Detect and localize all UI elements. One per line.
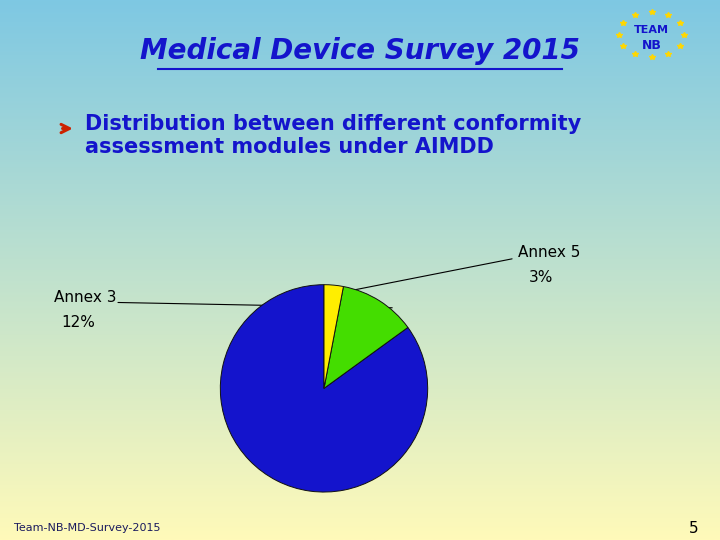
Text: 3%: 3% bbox=[529, 270, 554, 285]
Text: assessment modules under AIMDD: assessment modules under AIMDD bbox=[85, 137, 494, 157]
Text: 12%: 12% bbox=[61, 315, 95, 330]
Text: Annex 5: Annex 5 bbox=[518, 245, 581, 260]
Text: 85%: 85% bbox=[273, 437, 316, 455]
Text: Team-NB-MD-Survey-2015: Team-NB-MD-Survey-2015 bbox=[14, 523, 161, 533]
Text: Distribution between different conformity: Distribution between different conformit… bbox=[85, 114, 581, 134]
Text: NB: NB bbox=[642, 39, 662, 52]
Text: 5: 5 bbox=[689, 521, 698, 536]
Wedge shape bbox=[324, 287, 408, 388]
Wedge shape bbox=[220, 285, 428, 492]
Text: Medical Device Survey 2015: Medical Device Survey 2015 bbox=[140, 37, 580, 65]
Text: Annex 3: Annex 3 bbox=[54, 289, 117, 305]
Text: Annex 2: Annex 2 bbox=[253, 410, 336, 428]
Text: TEAM: TEAM bbox=[634, 25, 669, 35]
Wedge shape bbox=[324, 285, 343, 388]
